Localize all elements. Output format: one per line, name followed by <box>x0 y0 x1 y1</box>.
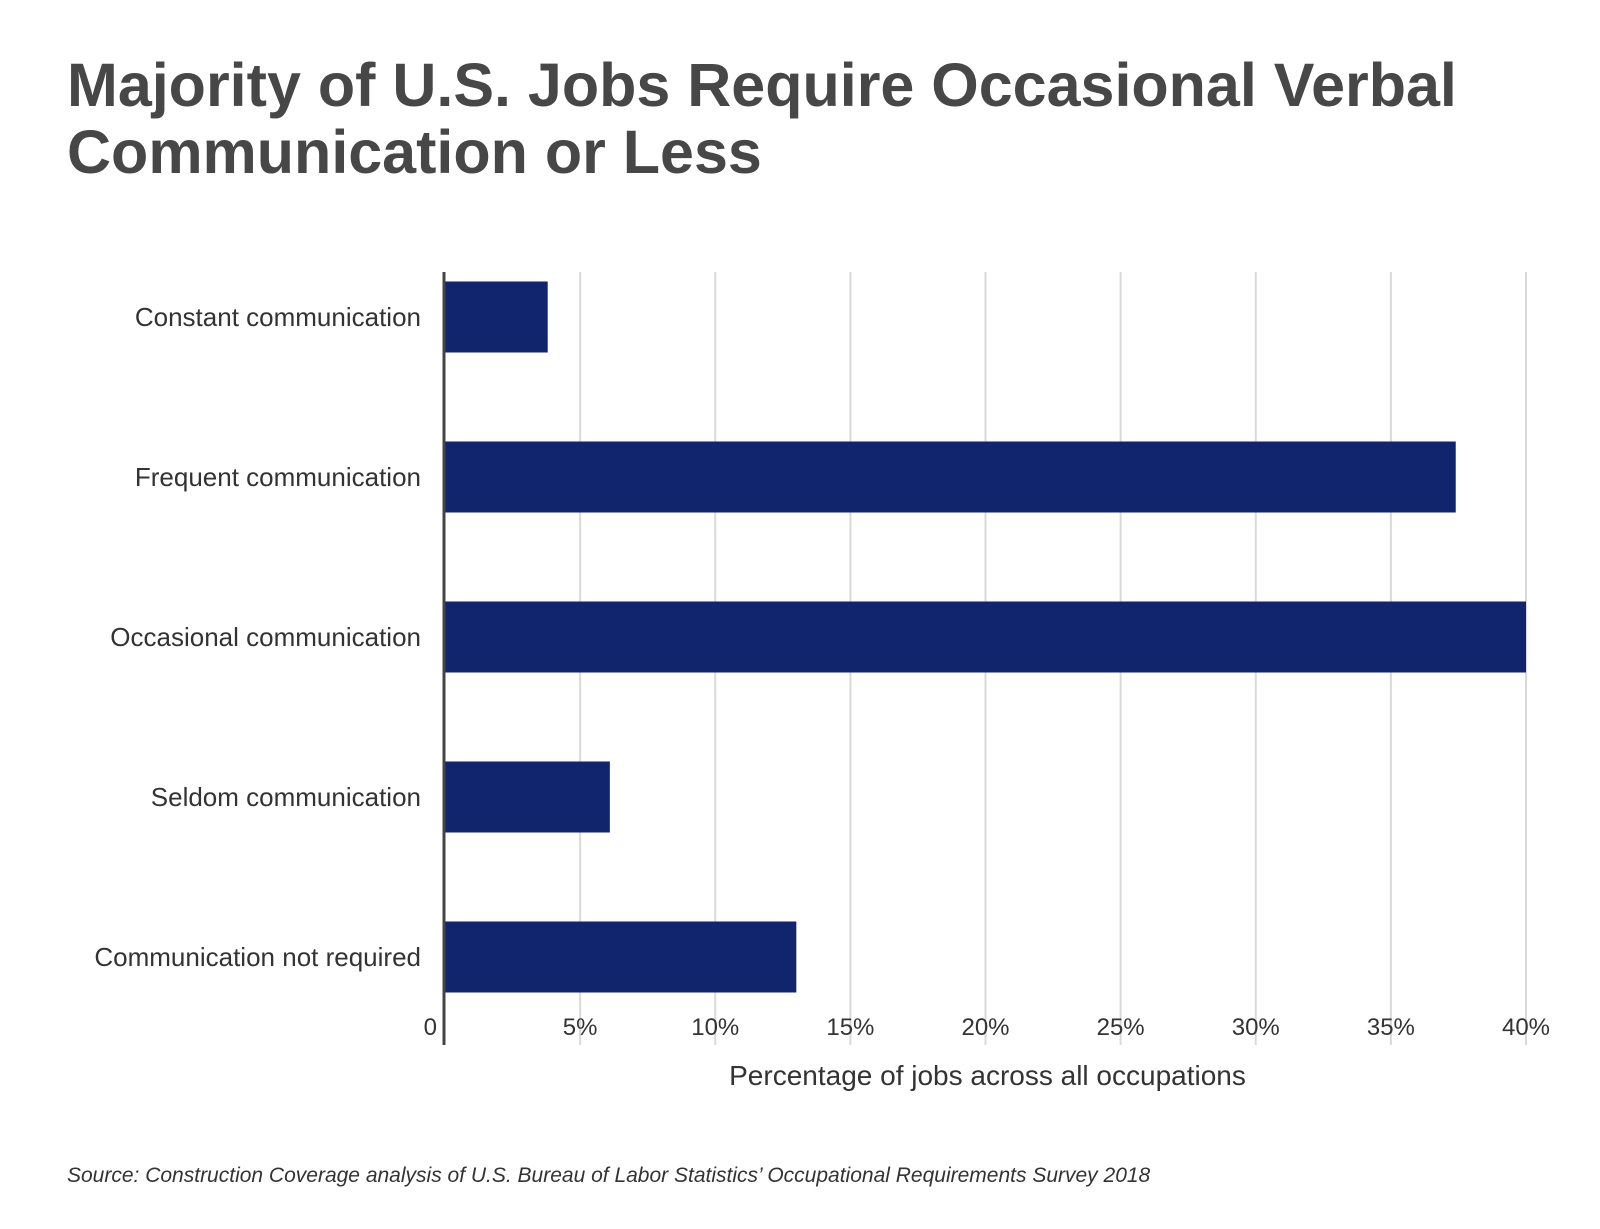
x-tick-label: 10% <box>691 1014 739 1041</box>
x-tick-label: 5% <box>563 1014 598 1041</box>
category-label: Communication not required <box>94 942 421 972</box>
x-axis-label: Percentage of jobs across all occupation… <box>729 1060 1246 1091</box>
x-tick-label: 30% <box>1232 1014 1280 1041</box>
bar <box>445 761 610 833</box>
x-tick-label: 20% <box>961 1014 1009 1041</box>
category-label: Occasional communication <box>110 622 421 652</box>
bars <box>445 281 1526 993</box>
x-tick-label: 15% <box>826 1014 874 1041</box>
x-tick-labels: 0 5% 10% 15% 20% 25% 30% 35% 40% <box>424 1014 1550 1041</box>
category-labels: Constant communication Frequent communica… <box>94 302 421 972</box>
bar <box>445 601 1526 673</box>
x-tick-label: 35% <box>1367 1014 1415 1041</box>
category-label: Constant communication <box>135 302 421 332</box>
source-note: Source: Construction Coverage analysis o… <box>67 1164 1151 1187</box>
bar <box>445 281 548 353</box>
bar <box>445 921 797 993</box>
x-tick-label: 40% <box>1502 1014 1550 1041</box>
x-tick-label: 25% <box>1097 1014 1145 1041</box>
bar <box>445 441 1456 513</box>
category-label: Frequent communication <box>135 462 421 492</box>
chart-title: Majority of U.S. Jobs Require Occasional… <box>67 51 1457 186</box>
x-tick-label: 0 <box>424 1014 437 1041</box>
category-label: Seldom communication <box>151 782 421 812</box>
